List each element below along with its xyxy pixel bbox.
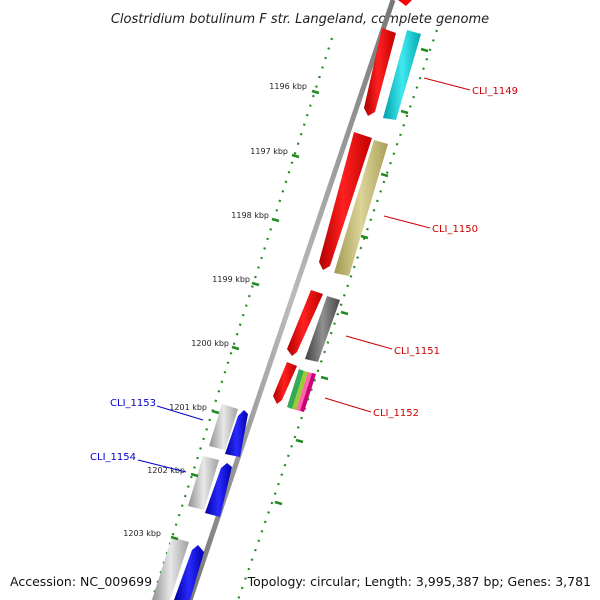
tick-label-1198: 1198 kbp [231, 211, 269, 220]
accession-text: Accession: NC_009699 [10, 574, 152, 589]
cog-gray-cli-1151 [305, 296, 340, 362]
tick-label-1196: 1196 kbp [269, 82, 307, 91]
leader-cli-1154 [137, 459, 187, 473]
outer-tick-2 [400, 109, 409, 115]
tick-label-1202: 1202 kbp [147, 466, 185, 475]
gene-label-cli-1153[interactable]: CLI_1153 [110, 398, 156, 409]
gene-label-cli-1150[interactable]: CLI_1150 [432, 224, 478, 235]
tick-mark-1200 [231, 345, 240, 351]
leader-cli-1151 [345, 335, 393, 350]
leader-cli-1152 [324, 397, 372, 413]
ruler-inner-dots [150, 37, 334, 600]
cog-lightgray-cli-1153 [209, 404, 238, 450]
cds-reverse-cli-1153 [225, 410, 248, 457]
tick-mark-1201 [211, 409, 220, 415]
tick-label-1200: 1200 kbp [191, 339, 229, 348]
outer-tick-6 [320, 375, 329, 381]
tick-mark-1197 [291, 153, 300, 159]
cds-forward-cli-1151 [287, 290, 323, 356]
outer-tick-4 [360, 234, 369, 240]
cds-reverse-cli-1154 [205, 463, 232, 517]
cds-partial-top [398, 0, 412, 6]
cog-stripe-3 [296, 372, 312, 411]
tick-label-1199: 1199 kbp [212, 275, 250, 284]
leader-cli-1150 [383, 215, 431, 229]
outer-tick-7 [295, 438, 304, 444]
cds-reverse-bottom [174, 545, 204, 600]
outer-tick-3 [380, 172, 389, 178]
gene-label-cli-1152[interactable]: CLI_1152 [373, 408, 419, 419]
gene-label-cli-1151[interactable]: CLI_1151 [394, 346, 440, 357]
cog-khaki-cli-1150 [334, 140, 388, 276]
cog-stripe-4 [300, 373, 316, 412]
gene-label-cli-1149[interactable]: CLI_1149 [472, 86, 518, 97]
tick-mark-1202 [190, 472, 199, 478]
ruler-outer-ticks [274, 47, 429, 506]
ruler-ticks [170, 89, 320, 541]
tick-label-1197: 1197 kbp [250, 147, 288, 156]
cog-stripe-2 [292, 371, 308, 410]
cds-forward-cli-1149 [364, 28, 396, 116]
cog-lightgray-cli-1154 [188, 456, 219, 510]
topology-text: Topology: circular; Length: 3,995,387 bp… [247, 574, 591, 589]
outer-tick-1 [420, 47, 429, 53]
tick-mark-1203 [170, 535, 179, 541]
cog-stripe-1 [287, 369, 304, 409]
tick-mark-1198 [271, 217, 280, 223]
tick-mark-1196 [311, 89, 320, 95]
tick-label-1203: 1203 kbp [123, 529, 161, 538]
tick-mark-1199 [251, 281, 260, 287]
cog-cyan-cli-1149 [383, 30, 421, 120]
ruler-outer-dots [236, 29, 439, 600]
map-title: Clostridium botulinum F str. Langeland, … [111, 12, 489, 27]
cog-lightgray-bottom [152, 537, 189, 600]
cds-forward-cli-1150 [319, 132, 372, 270]
leader-cli-1149 [423, 77, 471, 91]
outer-tick-5 [340, 310, 349, 316]
outer-tick-8 [274, 500, 283, 506]
leader-cli-1153 [156, 405, 204, 421]
gene-label-cli-1154[interactable]: CLI_1154 [90, 452, 136, 463]
tick-label-1201: 1201 kbp [169, 403, 207, 412]
cds-forward-cli-1152 [273, 362, 297, 404]
